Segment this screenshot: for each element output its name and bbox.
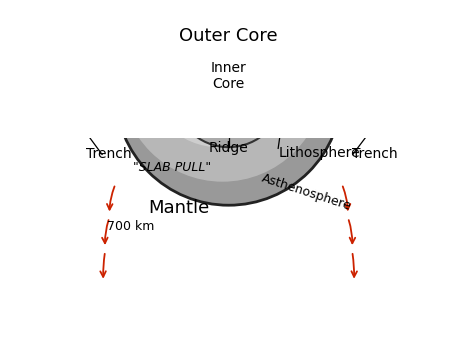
Circle shape <box>197 54 246 103</box>
Circle shape <box>146 0 293 147</box>
Circle shape <box>116 0 342 205</box>
Polygon shape <box>426 0 465 61</box>
Text: Lithosphere: Lithosphere <box>278 146 360 160</box>
Polygon shape <box>442 59 467 154</box>
Text: 700 km: 700 km <box>107 220 155 233</box>
Polygon shape <box>0 0 465 61</box>
Polygon shape <box>109 0 348 92</box>
Polygon shape <box>0 59 15 154</box>
Circle shape <box>209 64 230 86</box>
Circle shape <box>182 42 265 124</box>
Text: "SLAB PULL": "SLAB PULL" <box>133 160 211 174</box>
Text: Trench: Trench <box>352 147 397 161</box>
Polygon shape <box>0 0 31 61</box>
Text: Mantle: Mantle <box>148 199 209 217</box>
Circle shape <box>171 22 262 113</box>
Circle shape <box>173 37 283 147</box>
Text: Outer Core: Outer Core <box>179 27 278 45</box>
Text: Trench: Trench <box>86 147 132 161</box>
Text: Asthenosphere: Asthenosphere <box>260 171 353 213</box>
Polygon shape <box>0 0 467 92</box>
Polygon shape <box>157 21 300 92</box>
Text: Ridge: Ridge <box>209 141 248 155</box>
Polygon shape <box>50 0 408 92</box>
Circle shape <box>191 39 236 84</box>
Text: Inner
Core: Inner Core <box>211 60 246 91</box>
Circle shape <box>121 0 324 182</box>
